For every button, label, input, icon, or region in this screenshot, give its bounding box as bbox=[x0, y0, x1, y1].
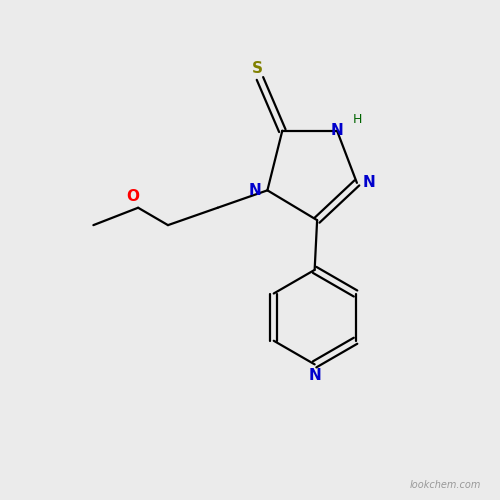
Text: N: N bbox=[330, 123, 344, 138]
Text: S: S bbox=[252, 61, 263, 76]
Text: lookchem.com: lookchem.com bbox=[410, 480, 481, 490]
Text: H: H bbox=[353, 113, 362, 126]
Text: N: N bbox=[248, 183, 262, 198]
Text: N: N bbox=[363, 176, 376, 190]
Text: N: N bbox=[308, 368, 321, 383]
Text: O: O bbox=[126, 190, 140, 204]
